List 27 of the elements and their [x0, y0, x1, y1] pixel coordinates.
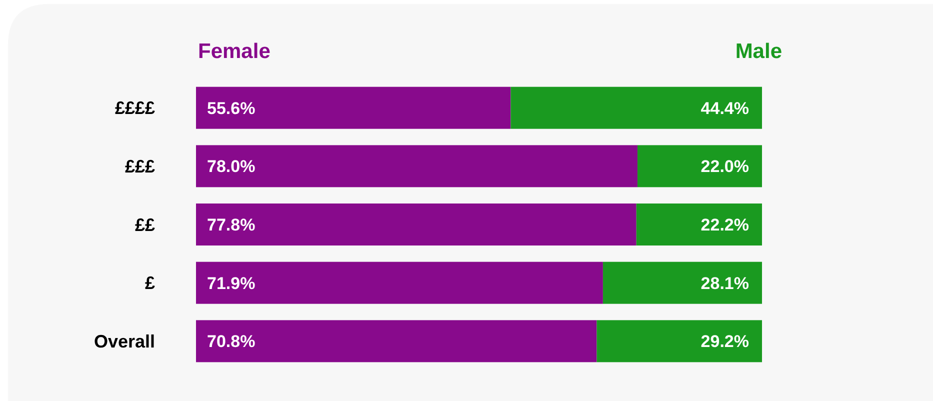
- data-label: 71.9%: [207, 274, 256, 293]
- bar: [196, 86, 511, 129]
- bar: [196, 320, 597, 362]
- data-label: 28.1%: [700, 274, 749, 293]
- y-tick-label: £££: [124, 156, 155, 176]
- data-label: 22.2%: [700, 215, 749, 234]
- bar: [196, 262, 603, 304]
- series-label: Male: [735, 40, 782, 63]
- bar: [636, 204, 762, 246]
- data-label: 29.2%: [700, 332, 749, 352]
- bar: [510, 86, 762, 129]
- bar: [602, 262, 762, 304]
- y-tick-label: ££: [134, 214, 155, 235]
- y-tick-label: Overall: [94, 331, 155, 352]
- data-label: 55.6%: [207, 98, 256, 118]
- y-tick-label: £: [144, 273, 155, 294]
- y-tick-label: ££££: [114, 98, 155, 118]
- bar: [637, 145, 762, 188]
- data-label: 70.8%: [207, 332, 256, 352]
- data-label: 78.0%: [207, 157, 256, 176]
- bar: [196, 204, 636, 246]
- series-label: Female: [198, 40, 270, 63]
- bar: [596, 320, 762, 362]
- bar: [196, 145, 638, 188]
- data-label: 22.0%: [700, 157, 749, 176]
- data-label: 44.4%: [700, 98, 749, 118]
- data-label: 77.8%: [207, 215, 256, 234]
